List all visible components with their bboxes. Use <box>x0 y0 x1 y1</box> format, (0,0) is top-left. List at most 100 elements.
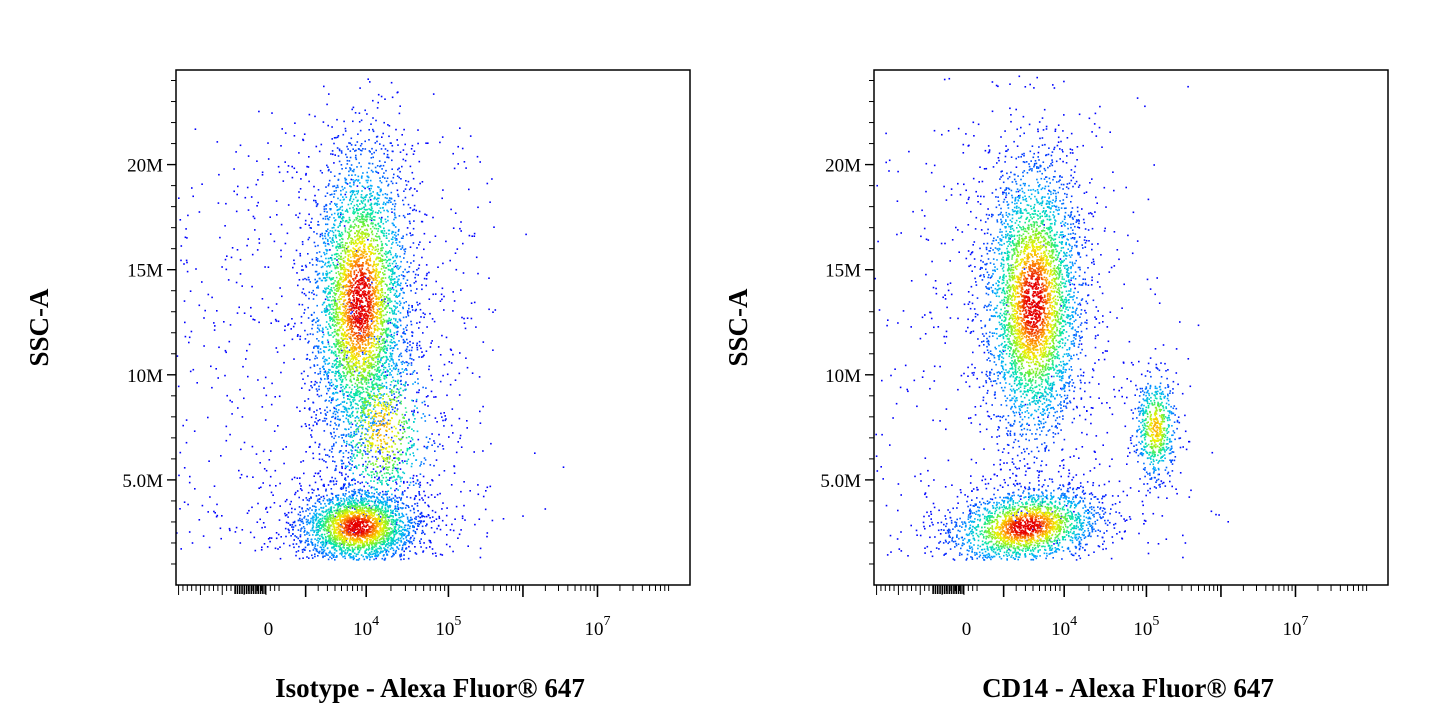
event-point <box>379 402 382 404</box>
event-point <box>381 372 383 375</box>
event-point <box>308 498 311 500</box>
event-point <box>441 445 444 447</box>
event-point <box>411 346 413 349</box>
event-point <box>349 156 352 159</box>
event-point <box>441 298 443 301</box>
event-point <box>358 162 360 164</box>
event-point <box>324 502 326 505</box>
event-point <box>466 366 469 369</box>
event-point <box>335 353 337 356</box>
event-point <box>384 362 386 364</box>
event-point <box>186 270 189 273</box>
event-point <box>370 550 373 553</box>
event-point <box>384 203 387 206</box>
event-point <box>324 413 327 415</box>
event-point <box>326 411 329 413</box>
event-point <box>416 342 418 345</box>
event-point <box>384 403 386 406</box>
event-point <box>384 375 386 377</box>
event-point <box>315 549 318 552</box>
event-point <box>415 459 417 461</box>
event-point <box>391 518 394 521</box>
event-point <box>457 537 459 539</box>
event-point <box>365 220 368 223</box>
event-point <box>443 470 446 472</box>
event-point <box>372 191 374 193</box>
event-point <box>439 553 442 556</box>
event-point <box>332 366 334 368</box>
event-point <box>381 230 384 232</box>
event-point <box>411 358 413 360</box>
event-point <box>398 241 401 243</box>
event-point <box>331 150 334 152</box>
event-point <box>325 385 327 388</box>
event-point <box>399 533 402 536</box>
event-point <box>343 406 346 408</box>
event-point <box>410 536 412 539</box>
event-point <box>467 545 469 547</box>
event-point <box>412 477 414 480</box>
event-point <box>393 310 395 312</box>
event-point <box>367 392 370 395</box>
event-point <box>305 174 307 176</box>
event-point <box>385 361 387 363</box>
event-point <box>283 542 285 545</box>
event-point <box>360 177 363 179</box>
event-point <box>416 269 418 271</box>
event-point <box>369 81 371 83</box>
event-point <box>389 278 392 281</box>
event-point <box>378 390 380 393</box>
event-point <box>398 294 401 297</box>
event-point <box>400 287 402 290</box>
event-point <box>405 452 407 455</box>
event-point <box>311 488 313 491</box>
event-point <box>452 227 455 229</box>
event-point <box>303 407 306 409</box>
event-point <box>393 536 396 538</box>
event-point <box>387 294 389 296</box>
event-point <box>420 461 423 463</box>
event-point <box>392 379 395 382</box>
event-point <box>409 525 411 528</box>
event-point <box>317 519 320 522</box>
event-point <box>344 467 347 470</box>
event-point <box>384 557 386 560</box>
event-point <box>332 305 335 308</box>
event-point <box>253 536 256 539</box>
event-point <box>310 497 312 499</box>
event-point <box>264 526 266 528</box>
event-point <box>378 217 381 219</box>
event-point <box>485 490 487 492</box>
event-point <box>416 247 418 249</box>
event-point <box>407 540 410 543</box>
event-point <box>317 373 319 375</box>
event-point <box>405 153 408 156</box>
event-point <box>315 257 318 259</box>
event-point <box>333 331 336 333</box>
event-point <box>248 343 251 346</box>
event-point <box>393 543 396 546</box>
event-point <box>371 212 374 214</box>
event-point <box>247 375 249 378</box>
event-point <box>403 257 405 259</box>
event-point <box>331 498 334 501</box>
event-point <box>331 254 333 257</box>
event-point <box>208 546 211 549</box>
event-point <box>393 272 396 275</box>
event-point <box>398 176 400 179</box>
event-point <box>365 491 368 493</box>
event-point <box>266 511 269 513</box>
event-point <box>392 284 395 287</box>
event-point <box>299 530 302 532</box>
event-point <box>390 253 392 256</box>
event-point <box>349 434 352 437</box>
event-point <box>317 419 319 422</box>
event-point <box>339 390 341 393</box>
event-point <box>397 144 399 146</box>
event-point <box>385 551 387 554</box>
event-point <box>292 526 295 528</box>
event-point <box>469 135 472 137</box>
event-point <box>344 483 346 485</box>
event-point <box>384 193 387 195</box>
event-point <box>314 548 317 550</box>
